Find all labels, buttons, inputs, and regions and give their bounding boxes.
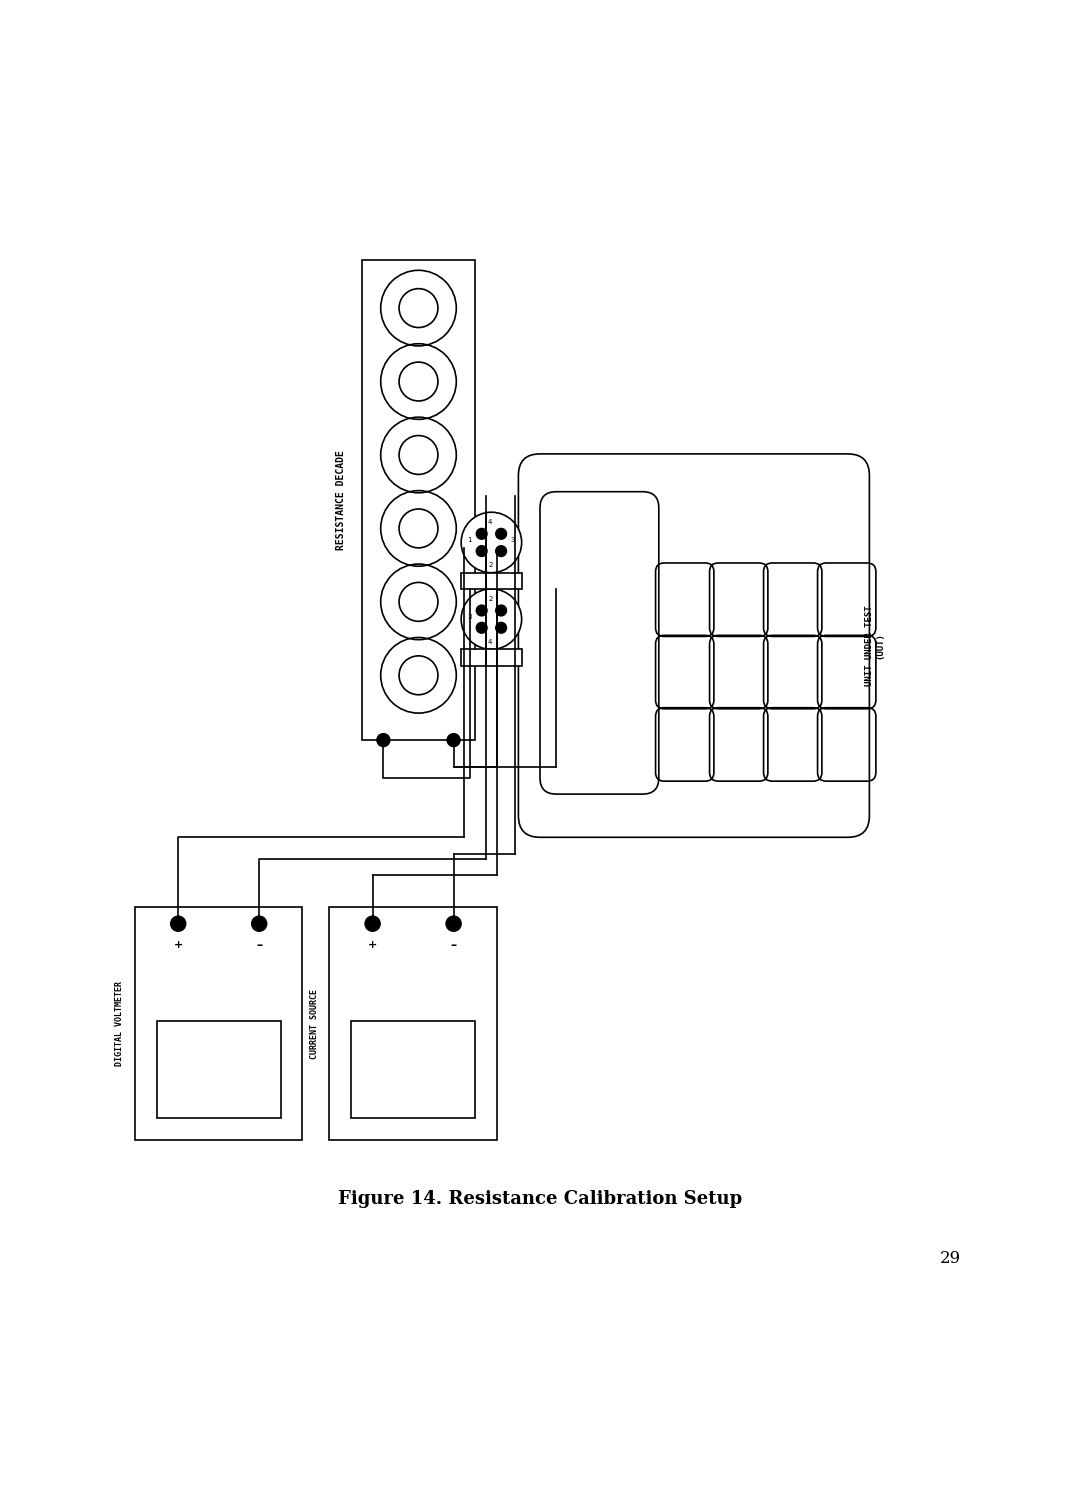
Circle shape — [496, 528, 507, 540]
Bar — [329, 908, 497, 1139]
Bar — [461, 573, 522, 589]
Circle shape — [252, 915, 267, 932]
Text: 3: 3 — [511, 537, 515, 543]
Text: 29: 29 — [940, 1249, 961, 1267]
Circle shape — [496, 605, 507, 616]
Circle shape — [461, 589, 522, 650]
Text: 2: 2 — [488, 596, 492, 602]
Circle shape — [476, 605, 487, 616]
Text: 4: 4 — [488, 638, 492, 644]
Circle shape — [447, 734, 460, 747]
Text: 3: 3 — [468, 614, 472, 620]
Circle shape — [476, 528, 487, 540]
Bar — [135, 908, 302, 1139]
Circle shape — [476, 546, 487, 556]
Text: DIGITAL VOLTMETER: DIGITAL VOLTMETER — [116, 981, 124, 1066]
Text: –: – — [256, 939, 262, 951]
Bar — [157, 1021, 281, 1118]
Text: CURRENT SOURCE: CURRENT SOURCE — [310, 989, 319, 1059]
Text: –: – — [450, 939, 457, 951]
Circle shape — [496, 622, 507, 634]
Circle shape — [377, 734, 390, 747]
Bar — [461, 650, 522, 665]
Circle shape — [446, 915, 461, 932]
Text: 1: 1 — [468, 537, 472, 543]
Circle shape — [476, 622, 487, 634]
Text: +: + — [368, 941, 377, 950]
Circle shape — [365, 915, 380, 932]
Bar — [351, 1021, 475, 1118]
Text: +: + — [174, 941, 183, 950]
Circle shape — [461, 513, 522, 573]
Text: 2: 2 — [488, 562, 492, 568]
Bar — [362, 259, 475, 740]
Text: 4: 4 — [488, 519, 492, 525]
Text: RESISTANCE DECADE: RESISTANCE DECADE — [336, 450, 346, 550]
Text: UNIT UNDER TEST
(UUT): UNIT UNDER TEST (UUT) — [865, 605, 885, 686]
Text: Figure 14. Resistance Calibration Setup: Figure 14. Resistance Calibration Setup — [338, 1190, 742, 1208]
Circle shape — [171, 915, 186, 932]
Circle shape — [496, 546, 507, 556]
